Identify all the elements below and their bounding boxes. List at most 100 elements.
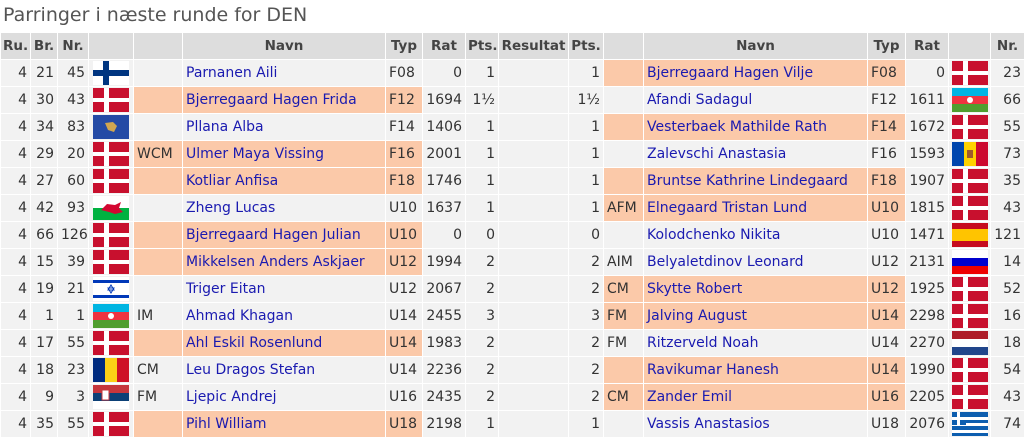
rating: 1694 (423, 87, 466, 114)
flag-icon (93, 412, 129, 436)
player-type: U10 (868, 195, 906, 222)
flag-cell (89, 276, 134, 303)
flag-cell (89, 141, 134, 168)
player-name: Ravikumar Hanesh (644, 357, 868, 384)
points: 0 (466, 222, 499, 249)
player-title: IM (134, 303, 183, 330)
points: 1 (569, 411, 604, 438)
rating: 1471 (906, 222, 949, 249)
result (499, 87, 569, 114)
player-name: Ahl Eskil Rosenlund (183, 330, 386, 357)
round: 4 (1, 195, 31, 222)
player-title (604, 141, 644, 168)
player-type: F14 (386, 114, 423, 141)
player-title (604, 114, 644, 141)
flag-icon (93, 169, 129, 193)
player-type: U16 (386, 384, 423, 411)
number: 43 (58, 87, 89, 114)
player-title (134, 222, 183, 249)
rating: 1637 (423, 195, 466, 222)
player-type: F16 (868, 141, 906, 168)
points: 2 (569, 330, 604, 357)
column-header: Rat (423, 33, 466, 60)
rating: 1990 (906, 357, 949, 384)
player-name: Leu Dragos Stefan (183, 357, 386, 384)
column-header: Navn (183, 33, 386, 60)
result (499, 141, 569, 168)
flag-cell (949, 114, 991, 141)
flag-icon (93, 250, 129, 274)
flag-icon (952, 223, 988, 247)
player-title (604, 222, 644, 249)
player-type: U16 (868, 384, 906, 411)
points: 0 (569, 222, 604, 249)
player-name: Triger Eitan (183, 276, 386, 303)
number: 66 (991, 87, 1024, 114)
points: 2 (466, 330, 499, 357)
flag-cell (89, 60, 134, 87)
rating: 0 (423, 222, 466, 249)
rating: 1815 (906, 195, 949, 222)
player-title (134, 411, 183, 438)
player-type: U10 (386, 195, 423, 222)
player-name: Bjerregaard Hagen Julian (183, 222, 386, 249)
player-type: U12 (386, 276, 423, 303)
flag-cell (89, 384, 134, 411)
player-type: F08 (386, 60, 423, 87)
round: 4 (1, 60, 31, 87)
points: 1 (569, 195, 604, 222)
flag-icon (93, 277, 129, 301)
round: 4 (1, 222, 31, 249)
player-title: FM (604, 303, 644, 330)
player-type: U12 (386, 249, 423, 276)
round: 4 (1, 249, 31, 276)
rating: 2455 (423, 303, 466, 330)
flag-icon (952, 277, 988, 301)
player-title (134, 195, 183, 222)
player-type: F16 (386, 141, 423, 168)
number: 52 (991, 276, 1024, 303)
column-header (949, 33, 991, 60)
player-name: Ljepic Andrej (183, 384, 386, 411)
player-title (134, 276, 183, 303)
board: 18 (31, 357, 58, 384)
player-name: Kolodchenko Nikita (644, 222, 868, 249)
player-type: U18 (386, 411, 423, 438)
player-type: U10 (868, 222, 906, 249)
result (499, 195, 569, 222)
flag-icon (93, 358, 129, 382)
points: 1 (466, 168, 499, 195)
number: 3 (58, 384, 89, 411)
points: 1 (569, 168, 604, 195)
player-name: Parnanen Aili (183, 60, 386, 87)
board: 27 (31, 168, 58, 195)
column-header (134, 33, 183, 60)
round: 4 (1, 168, 31, 195)
player-name: Vassis Anastasios (644, 411, 868, 438)
rating: 1672 (906, 114, 949, 141)
player-title (604, 60, 644, 87)
result (499, 303, 569, 330)
column-header: Nr. (991, 33, 1024, 60)
board: 9 (31, 384, 58, 411)
player-type: U14 (386, 330, 423, 357)
points: 3 (569, 303, 604, 330)
flag-cell (949, 222, 991, 249)
number: 45 (58, 60, 89, 87)
points: 1½ (466, 87, 499, 114)
player-type: U18 (868, 411, 906, 438)
flag-cell (89, 222, 134, 249)
player-title: FM (134, 384, 183, 411)
column-header: Br. (31, 33, 58, 60)
round: 4 (1, 303, 31, 330)
flag-cell (89, 87, 134, 114)
player-name: Vesterbaek Mathilde Rath (644, 114, 868, 141)
rating: 1925 (906, 276, 949, 303)
player-name: Zander Emil (644, 384, 868, 411)
